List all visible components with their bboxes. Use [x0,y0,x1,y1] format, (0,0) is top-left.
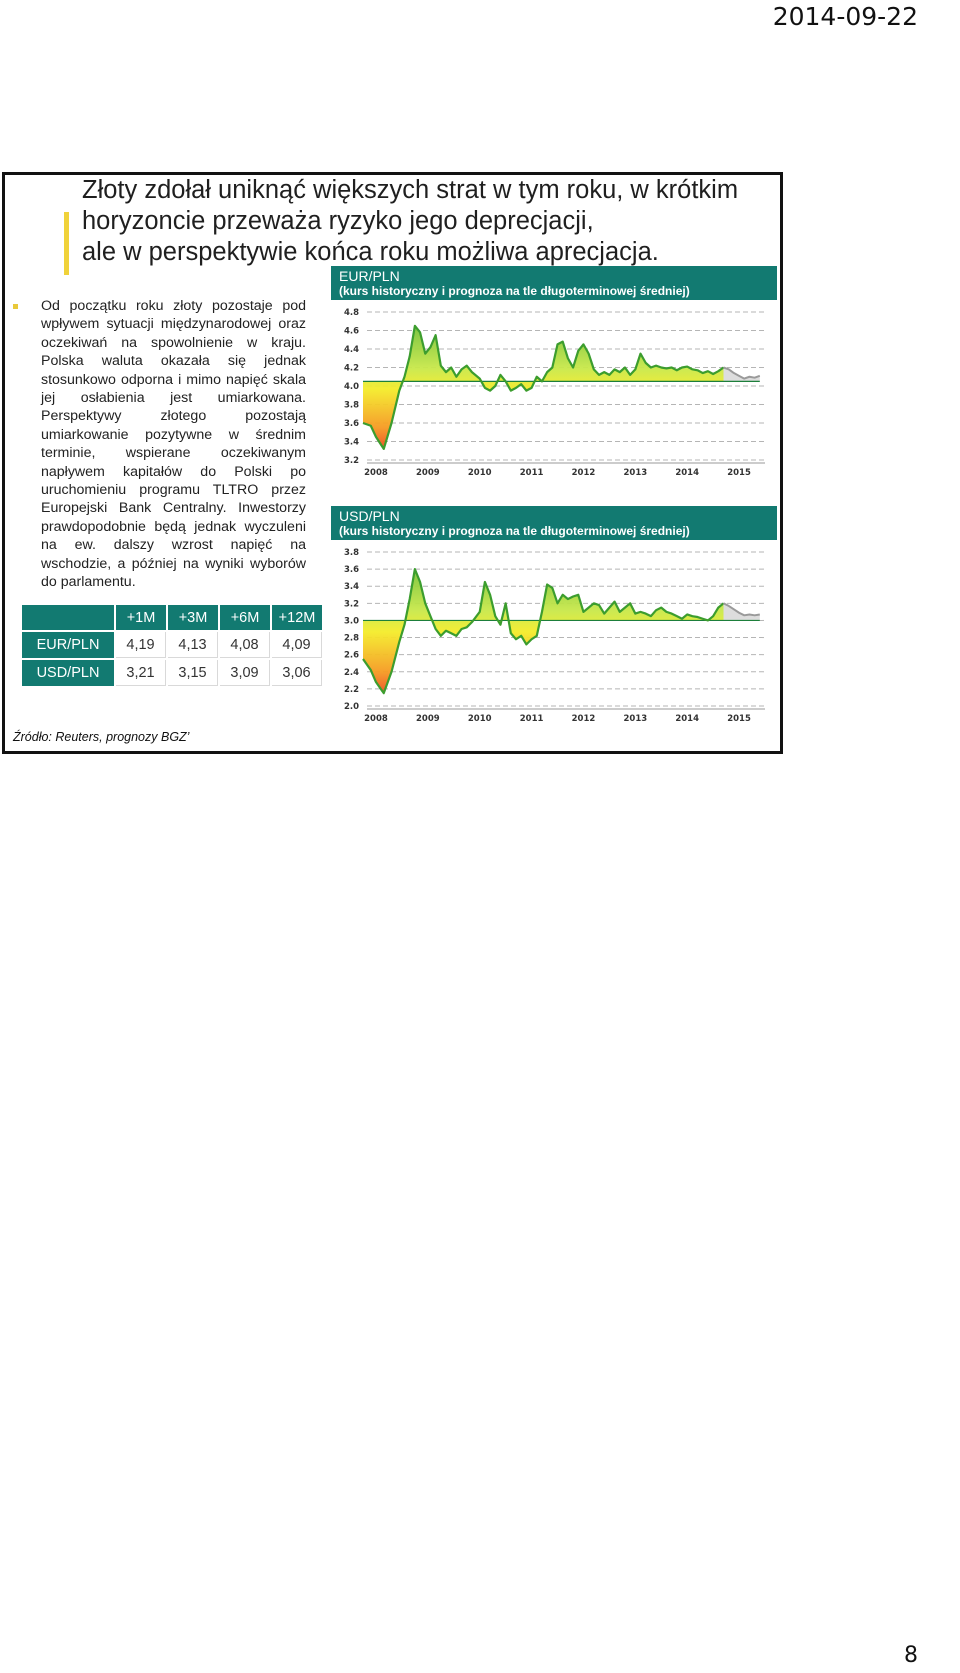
table-header-row: +1M +3M +6M +12M [22,605,322,630]
y-tick-label: 3.8 [344,548,359,558]
x-tick-label: 2010 [468,714,492,724]
eurpln-chart: EUR/PLN (kurs historyczny i prognoza na … [331,266,777,491]
x-tick-label: 2013 [623,468,647,478]
y-tick-label: 3.6 [344,565,359,575]
y-tick-label: 3.0 [344,616,359,626]
table-cell: 3,21 [116,660,166,686]
table-row: EUR/PLN 4,19 4,13 4,08 4,09 [22,632,322,658]
y-tick-label: 2.8 [344,634,359,644]
title-line: ale w perspektywie końca roku możliwa ap… [82,238,659,266]
title-line: Złoty zdołał uniknąć większych strat w t… [82,176,739,204]
title-line: horyzoncie przeważa ryzyko jego deprecja… [82,207,594,235]
y-tick-label: 4.6 [344,327,359,337]
table-row: USD/PLN 3,21 3,15 3,09 3,06 [22,660,322,686]
table-cell: 4,13 [168,632,218,658]
x-tick-label: 2008 [364,468,388,478]
page-date: 2014-09-22 [772,2,918,31]
x-tick-label: 2008 [364,714,388,724]
row-header: EUR/PLN [22,632,114,658]
chart-plot: 3.8 3.6 3.4 3.2 3.0 2.8 2.6 2.4 2.2 2.0 2008 2009 20… [344,548,765,724]
x-tick-label: 2014 [675,468,699,478]
chart-header: USD/PLN (kurs historyczny i prognoza na … [331,506,777,540]
y-tick-label: 4.4 [344,345,359,355]
x-tick-label: 2012 [572,714,596,724]
x-tick-label: 2012 [572,468,596,478]
slide-title: Złoty zdołał uniknąć większych strat w t… [82,175,782,268]
series-line-forecast [723,602,760,617]
y-tick-label: 3.2 [344,456,359,466]
area-fill [363,569,724,694]
body-paragraph: Od początku roku złoty pozostaje pod wpł… [41,298,306,591]
source-note: Źródło: Reuters, prognozy BGZ’ [13,730,190,744]
series-line-historical [362,324,725,450]
y-tick-label: 3.4 [344,438,359,448]
y-tick-label: 4.0 [344,382,359,392]
title-accent-bar [64,212,69,275]
x-tick-label: 2011 [520,468,544,478]
table-cell: 4,08 [220,632,270,658]
forecast-table: +1M +3M +6M +12M EUR/PLN 4,19 4,13 4,08 … [20,603,324,688]
table-corner [22,605,114,630]
series-line-historical [362,568,725,695]
x-tick-label: 2010 [468,468,492,478]
forecast-area-fill [723,603,760,621]
chart-subtitle: (kurs historyczny i prognoza na tle dług… [339,284,690,298]
y-tick-label: 4.8 [344,308,359,318]
y-tick-label: 2.4 [344,668,359,678]
y-tick-label: 3.8 [344,401,359,411]
y-tick-label: 3.2 [344,599,359,609]
table-cell: 4,09 [272,632,322,658]
bullet-icon [13,304,18,309]
x-tick-label: 2011 [520,714,544,724]
column-header: +12M [272,605,322,630]
column-header: +3M [168,605,218,630]
y-tick-label: 3.6 [344,419,359,429]
table-cell: 3,09 [220,660,270,686]
table-cell: 3,15 [168,660,218,686]
chart-plot: 4.8 4.6 4.4 4.2 4.0 3.8 3.6 3.4 3.2 2008 2009 2010 2… [344,308,765,478]
usdpln-chart: USD/PLN (kurs historyczny i prognoza na … [331,506,777,737]
area-fill [363,325,724,449]
chart-subtitle: (kurs historyczny i prognoza na tle dług… [339,524,690,538]
table-cell: 3,06 [272,660,322,686]
x-tick-label: 2014 [675,714,699,724]
table-cell: 4,19 [116,632,166,658]
row-header: USD/PLN [22,660,114,686]
page-number: 8 [904,1643,918,1668]
x-tick-label: 2015 [727,468,751,478]
x-tick-label: 2009 [416,468,440,478]
y-tick-label: 3.4 [344,582,359,592]
column-header: +6M [220,605,270,630]
chart-title: EUR/PLN [339,268,400,284]
chart-header: EUR/PLN (kurs historyczny i prognoza na … [331,266,777,300]
y-tick-label: 4.2 [344,364,359,374]
x-tick-label: 2009 [416,714,440,724]
y-tick-label: 2.6 [344,651,359,661]
chart-title: USD/PLN [339,508,400,524]
x-tick-label: 2013 [623,714,647,724]
x-tick-label: 2015 [727,714,751,724]
series-line-forecast [723,366,761,380]
y-tick-label: 2.2 [344,685,359,695]
slide: Złoty zdołał uniknąć większych strat w t… [2,172,783,754]
column-header: +1M [116,605,166,630]
y-tick-label: 2.0 [344,702,359,712]
